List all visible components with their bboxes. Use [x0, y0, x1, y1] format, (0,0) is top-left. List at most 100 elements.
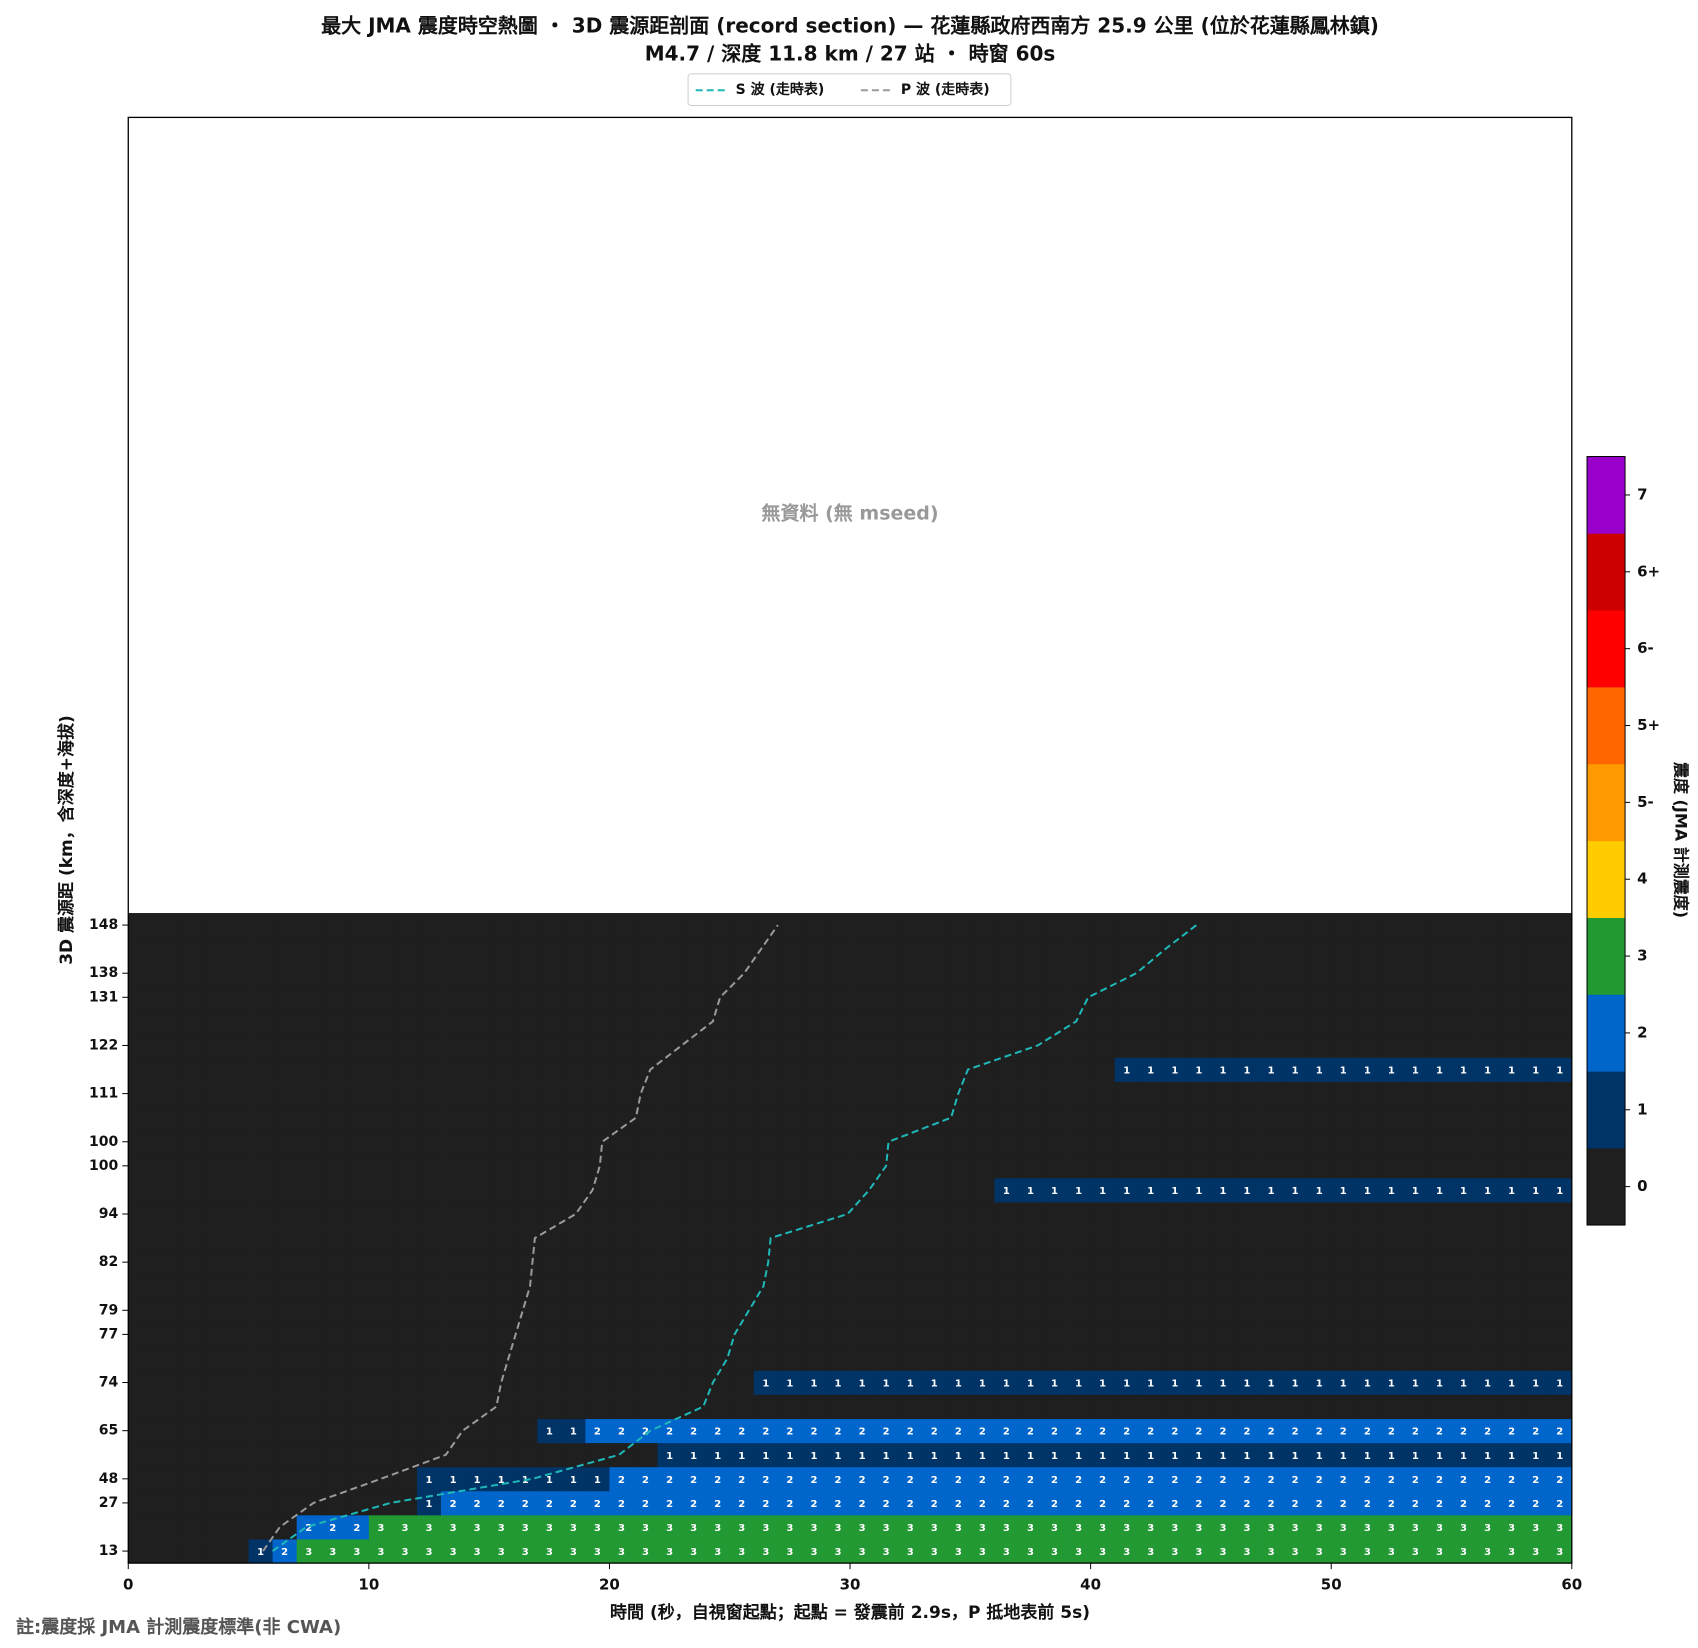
heat-cell [1259, 1009, 1284, 1034]
cell-label: 2 [1412, 1499, 1419, 1510]
heat-cell [777, 1322, 803, 1347]
heat-cell [561, 1322, 586, 1347]
cell-label: 1 [426, 1475, 433, 1486]
y-tick-label: 82 [99, 1254, 118, 1270]
cell-label: 2 [835, 1499, 842, 1510]
heat-cell [248, 1539, 274, 1564]
heat-cell [1138, 985, 1164, 1010]
heat-cell [1523, 1226, 1549, 1251]
cell-label: 3 [522, 1523, 529, 1534]
heat-cell [441, 1057, 466, 1082]
heat-cell [1475, 937, 1501, 962]
heat-cell [537, 1081, 562, 1107]
y-tick-label: 74 [99, 1375, 119, 1391]
heat-cell [296, 1057, 322, 1082]
heat-cell [1186, 961, 1212, 986]
heat-cell [465, 1370, 490, 1395]
heat-cell [1523, 1490, 1549, 1516]
heat-cell [633, 961, 658, 986]
heat-cell [416, 1514, 442, 1540]
heat-cell [585, 1539, 610, 1564]
heat-cell [994, 1394, 1019, 1420]
heat-cell [561, 1466, 586, 1492]
cell-label: 3 [1508, 1523, 1515, 1534]
heat-cell [537, 1370, 562, 1395]
heat-cell [176, 1129, 201, 1155]
heat-cell [1499, 1370, 1525, 1395]
heat-cell [441, 1201, 466, 1227]
x-tick-label: 20 [599, 1576, 620, 1594]
heat-cell [633, 1298, 658, 1323]
heat-cell [1066, 1298, 1092, 1323]
heat-cell [1042, 1274, 1067, 1299]
cell-label: 2 [353, 1523, 360, 1534]
heat-cell [1547, 1177, 1573, 1203]
cell-label: 1 [955, 1451, 962, 1462]
heat-cell [1186, 1394, 1212, 1420]
cell-label: 3 [1412, 1547, 1419, 1558]
cell-label: 2 [1027, 1427, 1034, 1438]
heat-cell [609, 1346, 634, 1371]
heat-cell [633, 937, 658, 962]
heat-cell [874, 913, 899, 938]
cell-label: 3 [1244, 1523, 1251, 1534]
heat-cell [1499, 1177, 1525, 1203]
cell-label: 1 [931, 1451, 938, 1462]
heat-cell [850, 1250, 875, 1275]
heat-cell [320, 1177, 346, 1203]
heat-cell [1499, 961, 1525, 986]
cell-label: 1 [1268, 1066, 1275, 1077]
heat-cell [922, 1226, 947, 1251]
heat-cell [1234, 1201, 1260, 1227]
heat-cell [729, 1177, 755, 1203]
heat-cell [1403, 1539, 1428, 1564]
heat-cell [1066, 1346, 1092, 1371]
heat-cell [874, 937, 899, 962]
heat-cell [320, 1539, 346, 1564]
cell-label: 3 [642, 1523, 649, 1534]
cell-label: 3 [1436, 1523, 1443, 1534]
heat-cell [922, 1081, 947, 1107]
heat-cell [128, 913, 153, 938]
heat-cell [1066, 985, 1092, 1010]
heat-cell [1379, 1298, 1404, 1323]
heat-cell [1042, 1177, 1067, 1203]
heat-cell [368, 1105, 394, 1131]
heat-cell [1186, 1250, 1212, 1275]
heat-cell [152, 1105, 177, 1131]
heat-cell [874, 1033, 899, 1058]
cell-label: 3 [786, 1523, 793, 1534]
heat-cell [609, 1394, 634, 1420]
heat-cell [801, 1274, 827, 1299]
heat-cell [922, 1201, 947, 1227]
heat-cell [344, 1129, 370, 1155]
heat-cell [657, 1394, 683, 1420]
heat-cell [1283, 1514, 1308, 1540]
heat-cell [1355, 913, 1380, 938]
cell-label: 2 [1532, 1475, 1539, 1486]
heat-cell [176, 1322, 201, 1347]
heat-cell [344, 961, 370, 986]
heat-cell [1379, 913, 1404, 938]
heat-cell [777, 1346, 803, 1371]
heat-cell [1042, 1153, 1067, 1179]
heat-cell [705, 937, 731, 962]
heat-cell [489, 1201, 514, 1227]
cell-label: 1 [594, 1475, 601, 1486]
heat-cell [898, 1514, 923, 1540]
heat-cell [585, 1346, 610, 1371]
heat-cell [1499, 1153, 1525, 1179]
heat-cell [1259, 1177, 1284, 1203]
heat-cell [657, 1370, 683, 1395]
heat-cell [489, 1539, 514, 1564]
heat-cell [176, 985, 201, 1010]
heat-cell [1427, 1322, 1452, 1347]
heat-cell [994, 1129, 1019, 1155]
heat-cell [1403, 1322, 1428, 1347]
heat-cell [489, 1057, 514, 1082]
cell-label: 3 [618, 1547, 625, 1558]
heat-cell [1331, 1177, 1356, 1203]
heat-cell [1427, 1394, 1452, 1420]
heat-cell [1427, 1346, 1452, 1371]
cell-label: 2 [979, 1475, 986, 1486]
